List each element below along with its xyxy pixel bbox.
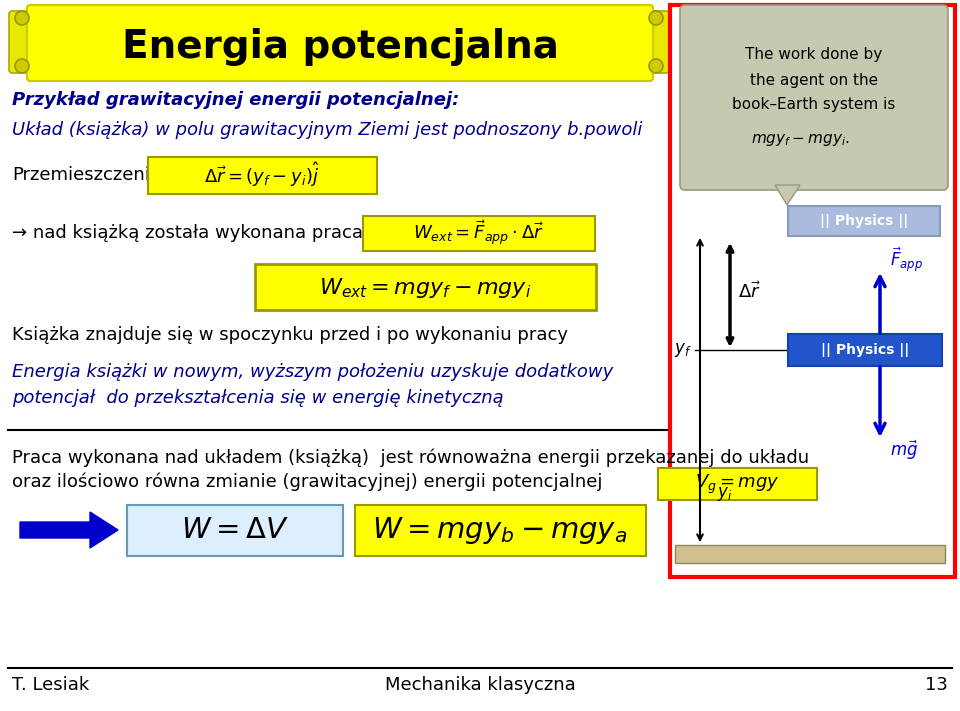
Text: The work done by: The work done by <box>745 48 882 63</box>
FancyBboxPatch shape <box>643 11 669 73</box>
Text: Przemieszczenie:: Przemieszczenie: <box>12 166 167 184</box>
Text: Energia książki w nowym, wyższym położeniu uzyskuje dodatkowy: Energia książki w nowym, wyższym położen… <box>12 363 613 381</box>
Polygon shape <box>20 512 118 548</box>
Text: || Physics ||: || Physics || <box>821 343 909 357</box>
FancyBboxPatch shape <box>355 505 646 556</box>
Circle shape <box>15 11 29 25</box>
Text: Mechanika klasyczna: Mechanika klasyczna <box>385 676 575 694</box>
FancyBboxPatch shape <box>788 206 940 236</box>
FancyBboxPatch shape <box>675 545 945 563</box>
Polygon shape <box>775 185 800 205</box>
Text: Energia potencjalna: Energia potencjalna <box>122 28 559 66</box>
Text: $W_{ext} = \vec{F}_{app} \cdot \Delta\vec{r}$: $W_{ext} = \vec{F}_{app} \cdot \Delta\ve… <box>414 218 544 247</box>
Text: 13: 13 <box>925 676 948 694</box>
Text: book–Earth system is: book–Earth system is <box>732 97 896 112</box>
FancyBboxPatch shape <box>658 468 817 500</box>
Text: oraz ilościowo równa zmianie (grawitacyjnej) energii potencjalnej: oraz ilościowo równa zmianie (grawitacyj… <box>12 473 603 491</box>
Text: $\vec{F}_{app}$: $\vec{F}_{app}$ <box>890 246 924 274</box>
FancyBboxPatch shape <box>27 5 653 81</box>
Text: $W = \Delta V$: $W = \Delta V$ <box>180 516 289 544</box>
Text: Praca wykonana nad układem (książką)  jest równoważna energii przekazanej do ukł: Praca wykonana nad układem (książką) jes… <box>12 449 809 467</box>
Text: $\Delta\vec{r}$: $\Delta\vec{r}$ <box>738 282 761 302</box>
Text: $mgy_f - mgy_i.$: $mgy_f - mgy_i.$ <box>751 132 850 148</box>
Circle shape <box>15 59 29 73</box>
Text: $W_{ext} = mgy_f - mgy_i$: $W_{ext} = mgy_f - mgy_i$ <box>319 276 531 300</box>
FancyBboxPatch shape <box>127 505 343 556</box>
Text: || Physics ||: || Physics || <box>820 214 908 228</box>
Text: $W = mgy_b - mgy_a$: $W = mgy_b - mgy_a$ <box>372 515 628 545</box>
Text: $y_i$: $y_i$ <box>717 485 732 503</box>
Text: $m\vec{g}$: $m\vec{g}$ <box>890 438 918 461</box>
Text: T. Lesiak: T. Lesiak <box>12 676 89 694</box>
Text: → nad książką została wykonana praca: → nad książką została wykonana praca <box>12 224 363 242</box>
FancyBboxPatch shape <box>788 334 942 366</box>
Text: $\Delta\vec{r} = (y_f - y_i)\hat{j}$: $\Delta\vec{r} = (y_f - y_i)\hat{j}$ <box>204 161 320 189</box>
Text: $y_f$: $y_f$ <box>674 341 692 359</box>
FancyBboxPatch shape <box>148 157 377 194</box>
FancyBboxPatch shape <box>9 11 35 73</box>
Text: potencjał  do przekształcenia się w energię kinetyczną: potencjał do przekształcenia się w energ… <box>12 389 504 407</box>
FancyBboxPatch shape <box>670 5 955 577</box>
FancyBboxPatch shape <box>680 5 948 190</box>
Text: Układ (książka) w polu grawitacyjnym Ziemi jest podnoszony b.powoli: Układ (książka) w polu grawitacyjnym Zie… <box>12 121 642 139</box>
Text: $V_g = mgy$: $V_g = mgy$ <box>695 472 780 496</box>
FancyBboxPatch shape <box>363 216 595 251</box>
Circle shape <box>649 59 663 73</box>
Text: Przykład grawitacyjnej energii potencjalnej:: Przykład grawitacyjnej energii potencjal… <box>12 91 460 109</box>
Circle shape <box>649 11 663 25</box>
FancyBboxPatch shape <box>255 264 596 310</box>
Text: Książka znajduje się w spoczynku przed i po wykonaniu pracy: Książka znajduje się w spoczynku przed i… <box>12 326 568 344</box>
Text: the agent on the: the agent on the <box>750 73 878 87</box>
